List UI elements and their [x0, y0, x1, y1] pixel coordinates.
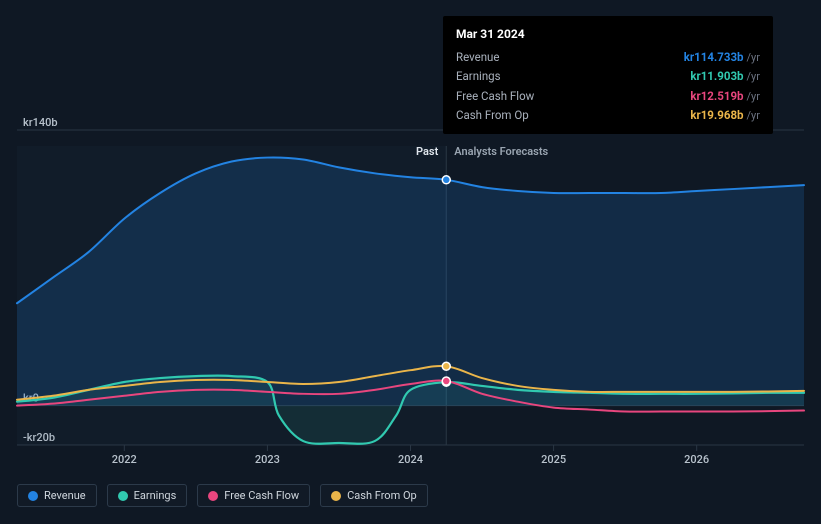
- past-label: Past: [416, 145, 439, 158]
- legend-swatch: [118, 491, 128, 501]
- hover-tooltip: Mar 31 2024 Revenuekr114.733b/yrEarnings…: [443, 16, 773, 134]
- legend-label: Earnings: [134, 489, 177, 502]
- y-axis-label: kr140b: [23, 116, 58, 129]
- tooltip-unit: /yr: [747, 70, 760, 83]
- tooltip-date: Mar 31 2024: [456, 25, 760, 44]
- legend: Revenue Earnings Free Cash Flow Cash From O…: [17, 484, 428, 507]
- legend-swatch: [28, 491, 38, 501]
- legend-swatch: [331, 491, 341, 501]
- tooltip-unit: /yr: [747, 51, 760, 64]
- legend-label: Free Cash Flow: [224, 489, 299, 502]
- legend-item[interactable]: Free Cash Flow: [197, 484, 310, 507]
- tooltip-metric-name: Earnings: [456, 67, 501, 85]
- legend-item[interactable]: Earnings: [107, 484, 188, 507]
- legend-item[interactable]: Revenue: [17, 484, 97, 507]
- tooltip-metric-value: kr19.968b: [690, 108, 743, 122]
- marker-fcf: [442, 377, 450, 385]
- tooltip-unit: /yr: [747, 109, 760, 122]
- financials-chart: kr140bkr0-kr20bPastAnalysts Forecasts202…: [0, 0, 821, 524]
- tooltip-metric-value: kr11.903b: [690, 69, 743, 83]
- legend-label: Revenue: [44, 489, 86, 502]
- tooltip-row: Earnings kr11.903b/yr: [456, 67, 760, 86]
- tooltip-metric-name: Revenue: [456, 48, 500, 66]
- x-axis-label: 2025: [541, 453, 566, 466]
- x-axis-label: 2026: [684, 453, 709, 466]
- marker-revenue: [442, 176, 450, 184]
- legend-item[interactable]: Cash From Op: [320, 484, 428, 507]
- tooltip-row: Revenue kr114.733b/yr: [456, 48, 760, 67]
- legend-swatch: [208, 491, 218, 501]
- x-axis-label: 2024: [398, 453, 423, 466]
- forecast-label: Analysts Forecasts: [454, 145, 548, 158]
- x-axis-label: 2023: [255, 453, 280, 466]
- tooltip-row: Cash From Op kr19.968b/yr: [456, 106, 760, 125]
- tooltip-metric-name: Cash From Op: [456, 106, 529, 124]
- tooltip-metric-value: kr114.733b: [684, 50, 744, 64]
- tooltip-row: Free Cash Flow kr12.519b/yr: [456, 87, 760, 106]
- x-axis-label: 2022: [112, 453, 137, 466]
- tooltip-metric-name: Free Cash Flow: [456, 87, 534, 105]
- tooltip-metric-value: kr12.519b: [690, 89, 743, 103]
- legend-label: Cash From Op: [347, 489, 417, 502]
- tooltip-unit: /yr: [747, 90, 760, 103]
- marker-cfo: [442, 362, 450, 370]
